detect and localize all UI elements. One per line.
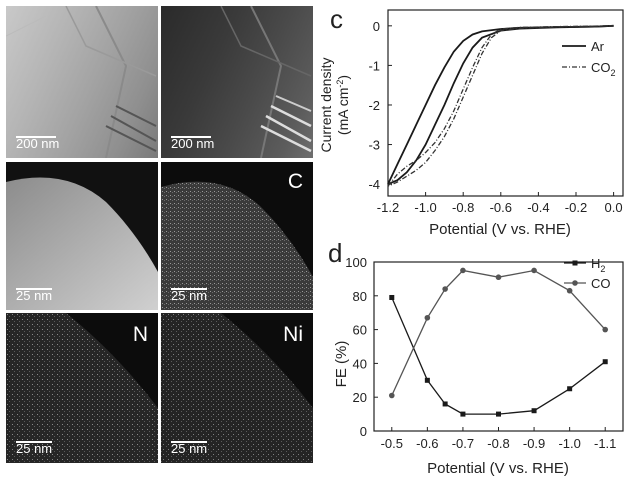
fe-chart: d FE (%) Potential (V vs. RHE) -0.5 -0.6-… [328, 240, 624, 477]
data-point-co [460, 267, 466, 274]
y-tick-label: -3 [368, 138, 380, 153]
lsv-chart: c Current density (mA cm-2) Potential (V… [318, 4, 624, 238]
data-point-h2 [389, 294, 395, 300]
series-co-line [391, 269, 606, 396]
data-point-co [495, 274, 502, 281]
scale-bar [16, 136, 56, 138]
series-h2-line [391, 297, 606, 415]
x-tick-label: -1.2 [377, 200, 399, 215]
legend-label-co: CO [591, 276, 611, 291]
tem-dark-field-image: 200 nm [161, 6, 313, 158]
x-tick-label: -1.0 [558, 436, 580, 451]
y-tick-label: 80 [353, 289, 367, 304]
data-point-co [388, 392, 395, 399]
y-axis-title: Current density (mA cm-2) [318, 58, 351, 153]
plot-frame [373, 261, 624, 432]
x-tick-label: -0.8 [452, 200, 474, 215]
y-tick-label: 60 [353, 323, 367, 338]
series-ar-forward-scan [387, 24, 614, 185]
element-label: Ni [283, 323, 303, 346]
legend-label-h2: H2 [591, 256, 605, 274]
data-point-h2 [602, 359, 608, 365]
legend: Ar CO2 [562, 39, 616, 78]
y-tick-label: 40 [353, 356, 367, 371]
scale-bar-label: 200 nm [171, 136, 215, 151]
data-point-h2 [424, 377, 430, 383]
legend-label-co2: CO2 [591, 60, 616, 78]
legend-marker-h2 [572, 260, 578, 266]
data-point-co [531, 267, 537, 274]
x-tick-label: 0.0 [605, 200, 623, 215]
y-axis-title-line1: Current density [318, 58, 334, 153]
x-tick-label: -1.1 [594, 436, 616, 451]
y-tick-label: -2 [368, 98, 380, 113]
data-point-co [602, 326, 609, 333]
legend-label-ar: Ar [591, 39, 605, 54]
scale-bar-label: 25 nm [171, 441, 208, 456]
nitrogen-map: N 25 nm [6, 313, 158, 463]
series-co2-forward-scan [387, 25, 614, 187]
data-point-h2 [496, 411, 501, 417]
panel-label-d: d [328, 240, 342, 268]
y-axis-title-line2: (mA cm-2) [335, 75, 351, 135]
data-point-h2 [460, 411, 466, 417]
nickel-map: Ni 25 nm [161, 313, 313, 463]
x-tick-label: -0.4 [527, 200, 549, 215]
data-point-h2 [531, 408, 537, 414]
scale-bar [171, 288, 207, 290]
plot-frame [387, 9, 624, 197]
series-ar-reverse-scan [387, 24, 614, 185]
y-tick-label: -1 [368, 58, 380, 73]
x-tick-label: -0.2 [565, 200, 587, 215]
x-tick-label: -0.6 [490, 200, 512, 215]
panel-label-c: c [330, 4, 343, 34]
scale-bar [171, 136, 211, 138]
tem-bright-field-image: 200 nm [6, 6, 158, 158]
scale-bar-label: 25 nm [16, 288, 53, 303]
x-tick-label: -0.7 [452, 436, 474, 451]
scale-bar-label: 25 nm [171, 288, 208, 303]
scale-bar [171, 441, 207, 443]
legend-marker-co [572, 280, 578, 286]
element-label: N [132, 323, 148, 346]
haadf-map: 25 nm [6, 162, 158, 310]
x-tick-label: -0.5 [381, 436, 403, 451]
scale-bar [16, 288, 52, 290]
y-tick-label: 100 [345, 255, 367, 270]
x-tick-label: -0.9 [523, 436, 545, 451]
data-point-h2 [567, 386, 573, 392]
y-tick-label: 0 [373, 19, 380, 34]
x-tick-label: -1.0 [414, 200, 436, 215]
x-tick-label: -0.8 [487, 436, 509, 451]
element-label: C [287, 170, 303, 193]
y-axis-title: FE (%) [333, 341, 350, 388]
y-tick-label: -4 [368, 177, 380, 192]
carbon-map: C 25 nm [161, 162, 313, 310]
data-point-co [442, 286, 448, 292]
scale-bar [16, 441, 52, 443]
scale-bar-label: 25 nm [16, 441, 53, 456]
x-axis-title: Potential (V vs. RHE) [429, 221, 571, 238]
y-tick-label: 0 [360, 424, 367, 439]
legend: H2 CO [564, 256, 611, 291]
data-point-co [566, 287, 573, 294]
y-tick-label: 20 [353, 390, 367, 405]
x-axis-title: Potential (V vs. RHE) [427, 460, 569, 477]
series-co2-reverse-scan [387, 25, 614, 187]
data-point-h2 [442, 401, 448, 407]
data-point-co [424, 314, 431, 321]
x-tick-label: -0.6 [416, 436, 438, 451]
scale-bar-label: 200 nm [16, 136, 60, 151]
